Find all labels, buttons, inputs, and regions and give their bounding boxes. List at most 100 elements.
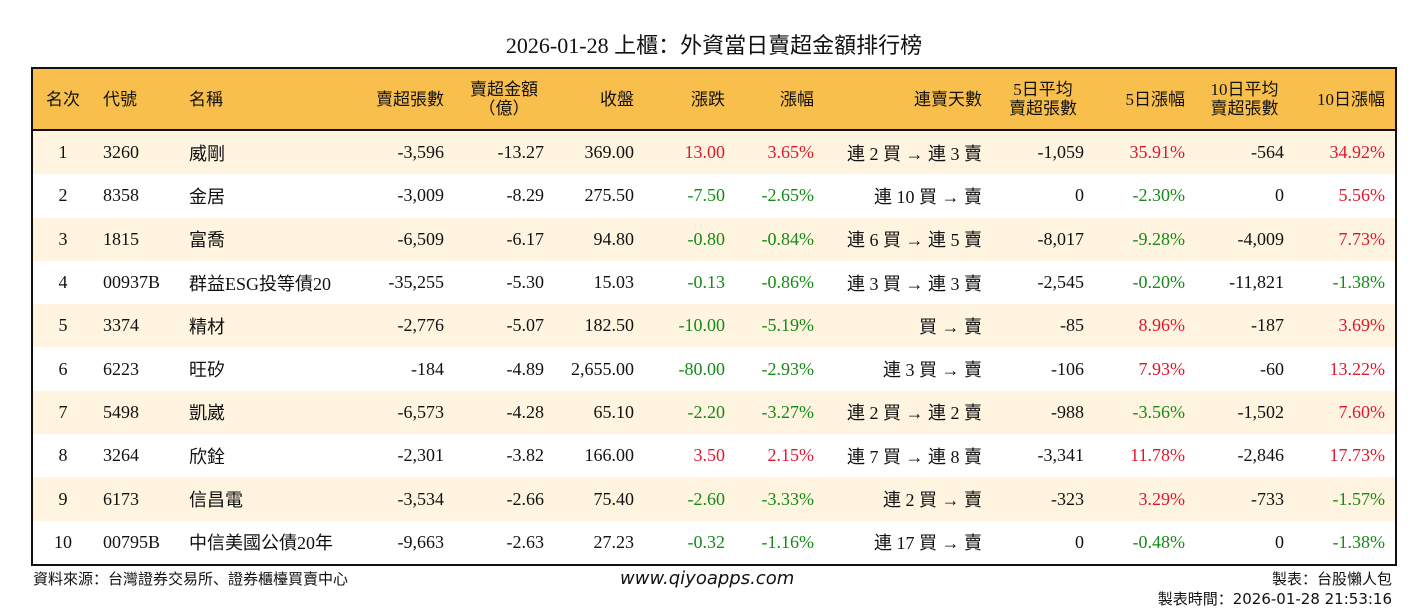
cell-change5-pct: 11.78% (1130, 445, 1185, 466)
cell-avg10-sell: -11,821 (1229, 272, 1284, 293)
cell-streak: 連 10 買 → 賣 (874, 186, 982, 207)
cell-rank: 1 (58, 142, 68, 163)
cell-rank: 6 (58, 358, 68, 379)
cell-code: 00937B (103, 272, 161, 293)
cell-rank: 9 (58, 488, 68, 509)
table-row: 2 8358 金居 -3,009 -8.29 275.50 -7.50 -2.65% 連 10 … (33, 174, 1395, 218)
cell-close: 15.03 (593, 272, 635, 293)
timestamp: 製表時間：2026-01-28 21:53:16 (1157, 590, 1392, 608)
cell-close: 65.10 (593, 401, 635, 422)
cell-change10-pct: 7.60% (1338, 401, 1386, 422)
cell-change: -0.32 (687, 531, 726, 552)
cell-change-pct: 3.65% (767, 142, 815, 163)
column-header-streak: 連賣天數 (914, 89, 982, 109)
cell-avg10-sell: -187 (1251, 315, 1284, 336)
table-row: 6 6223 旺矽 -184 -4.89 2,655.00 -80.00 -2.93% 連 3 … (33, 347, 1395, 391)
cell-avg5-sell: 0 (1075, 185, 1084, 206)
cell-avg5-sell: -3,341 (1037, 445, 1085, 466)
cell-name: 威剛 (189, 143, 225, 164)
cell-streak: 連 2 買 → 賣 (883, 490, 982, 511)
table-row: 10 00795B 中信美國公債20年 -9,663 -2.63 27.23 -0.32 -1… (33, 520, 1395, 564)
cell-name: 旺矽 (189, 360, 225, 381)
cell-change10-pct: -1.57% (1332, 488, 1386, 509)
cell-code: 5498 (103, 401, 139, 422)
cell-avg10-sell: 0 (1275, 185, 1284, 206)
cell-net-sell-amount: -5.30 (506, 272, 545, 293)
cell-change10-pct: 17.73% (1329, 445, 1386, 466)
cell-code: 3260 (103, 142, 139, 163)
column-header-name: 名稱 (189, 89, 223, 109)
cell-streak: 連 3 買 → 連 3 賣 (847, 273, 982, 294)
cell-code: 6223 (103, 358, 139, 379)
cell-close: 166.00 (584, 445, 635, 466)
cell-streak: 連 2 買 → 連 3 賣 (847, 143, 982, 164)
cell-avg10-sell: -1,502 (1237, 401, 1285, 422)
cell-change5-pct: -9.28% (1132, 228, 1186, 249)
cell-net-sell-amount: -2.63 (506, 531, 545, 552)
table-row: 5 3374 精材 -2,776 -5.07 182.50 -10.00 -5.19% 買 → … (33, 304, 1395, 348)
cell-close: 27.23 (593, 531, 635, 552)
cell-code: 6173 (103, 488, 139, 509)
cell-change10-pct: 13.22% (1329, 358, 1386, 379)
cell-change-pct: -0.84% (761, 228, 815, 249)
maker-note: 製表：台股懶人包 (1271, 570, 1392, 588)
cell-streak: 連 3 買 → 賣 (883, 360, 982, 381)
cell-name: 欣銓 (189, 446, 225, 467)
cell-net-sell-volume: -2,776 (397, 315, 445, 336)
column-header-avg5-sell: 5日平均 賣超張數 (1009, 80, 1077, 118)
cell-close: 369.00 (584, 142, 635, 163)
cell-net-sell-amount: -4.28 (506, 401, 545, 422)
cell-net-sell-volume: -184 (411, 358, 444, 379)
cell-rank: 10 (54, 531, 72, 552)
cell-net-sell-volume: -3,009 (397, 185, 445, 206)
column-header-code: 代號 (103, 89, 137, 109)
column-header-net-sell-volume: 賣超張數 (376, 89, 444, 109)
cell-rank: 5 (58, 315, 68, 336)
column-header-change10-pct: 10日漲幅 (1317, 89, 1385, 109)
cell-rank: 4 (58, 272, 68, 293)
cell-change5-pct: 35.91% (1129, 142, 1186, 163)
cell-close: 2,655.00 (571, 358, 634, 379)
cell-net-sell-amount: -13.27 (497, 142, 545, 163)
cell-change-pct: -3.27% (761, 401, 815, 422)
cell-avg5-sell: -323 (1051, 488, 1084, 509)
cell-rank: 8 (58, 445, 68, 466)
cell-net-sell-volume: -6,509 (397, 228, 445, 249)
cell-net-sell-volume: -9,663 (397, 531, 445, 552)
table-body: 1 3260 威剛 -3,596 -13.27 369.00 13.00 3.65% 連 2 買… (33, 131, 1395, 564)
table-row: 9 6173 信昌電 -3,534 -2.66 75.40 -2.60 -3.33% 連 2 買… (33, 477, 1395, 521)
cell-streak: 買 → 賣 (919, 316, 982, 337)
cell-avg10-sell: -564 (1251, 142, 1284, 163)
cell-streak: 連 17 買 → 賣 (874, 533, 982, 554)
column-header-avg10-sell: 10日平均 賣超張數 (1210, 80, 1279, 118)
cell-rank: 2 (58, 185, 68, 206)
cell-name: 凱崴 (189, 403, 225, 424)
cell-streak: 連 6 買 → 連 5 賣 (847, 230, 982, 251)
ranking-table: 名次 代號 名稱 賣超張數 賣超金額 （億） 收盤 漲跌 漲幅 連賣天數 5日平均 賣超張數 5日漲… (31, 67, 1397, 566)
cell-change10-pct: 7.73% (1338, 228, 1386, 249)
cell-code: 3264 (103, 445, 139, 466)
cell-name: 中信美國公債20年 (189, 533, 333, 554)
cell-streak: 連 2 買 → 連 2 賣 (847, 403, 982, 424)
table-row: 3 1815 富喬 -6,509 -6.17 94.80 -0.80 -0.84% 連 6 買 … (33, 217, 1395, 261)
cell-change-pct: 2.15% (767, 445, 815, 466)
cell-change-pct: -3.33% (761, 488, 815, 509)
cell-change: -2.20 (687, 401, 726, 422)
cell-avg5-sell: -85 (1060, 315, 1084, 336)
table-row: 4 00937B 群益ESG投等債20 -35,255 -5.30 15.03 -0.13 -… (33, 260, 1395, 305)
cell-change: -0.13 (687, 272, 726, 293)
cell-rank: 7 (58, 401, 68, 422)
cell-change10-pct: -1.38% (1332, 531, 1386, 552)
cell-change: -0.80 (687, 228, 726, 249)
cell-change: -10.00 (678, 315, 726, 336)
table-row: 7 5498 凱崴 -6,573 -4.28 65.10 -2.20 -3.27% 連 2 買 … (33, 390, 1395, 435)
cell-change: -7.50 (687, 185, 726, 206)
cell-avg10-sell: -2,846 (1237, 445, 1285, 466)
cell-avg10-sell: -733 (1251, 488, 1284, 509)
cell-net-sell-amount: -3.82 (506, 445, 545, 466)
cell-streak: 連 7 買 → 連 8 賣 (847, 446, 982, 467)
cell-name: 金居 (189, 186, 225, 207)
cell-name: 精材 (189, 316, 225, 337)
cell-name: 群益ESG投等債20 (189, 273, 332, 294)
website-link[interactable]: www.qiyoapps.com (620, 568, 795, 589)
